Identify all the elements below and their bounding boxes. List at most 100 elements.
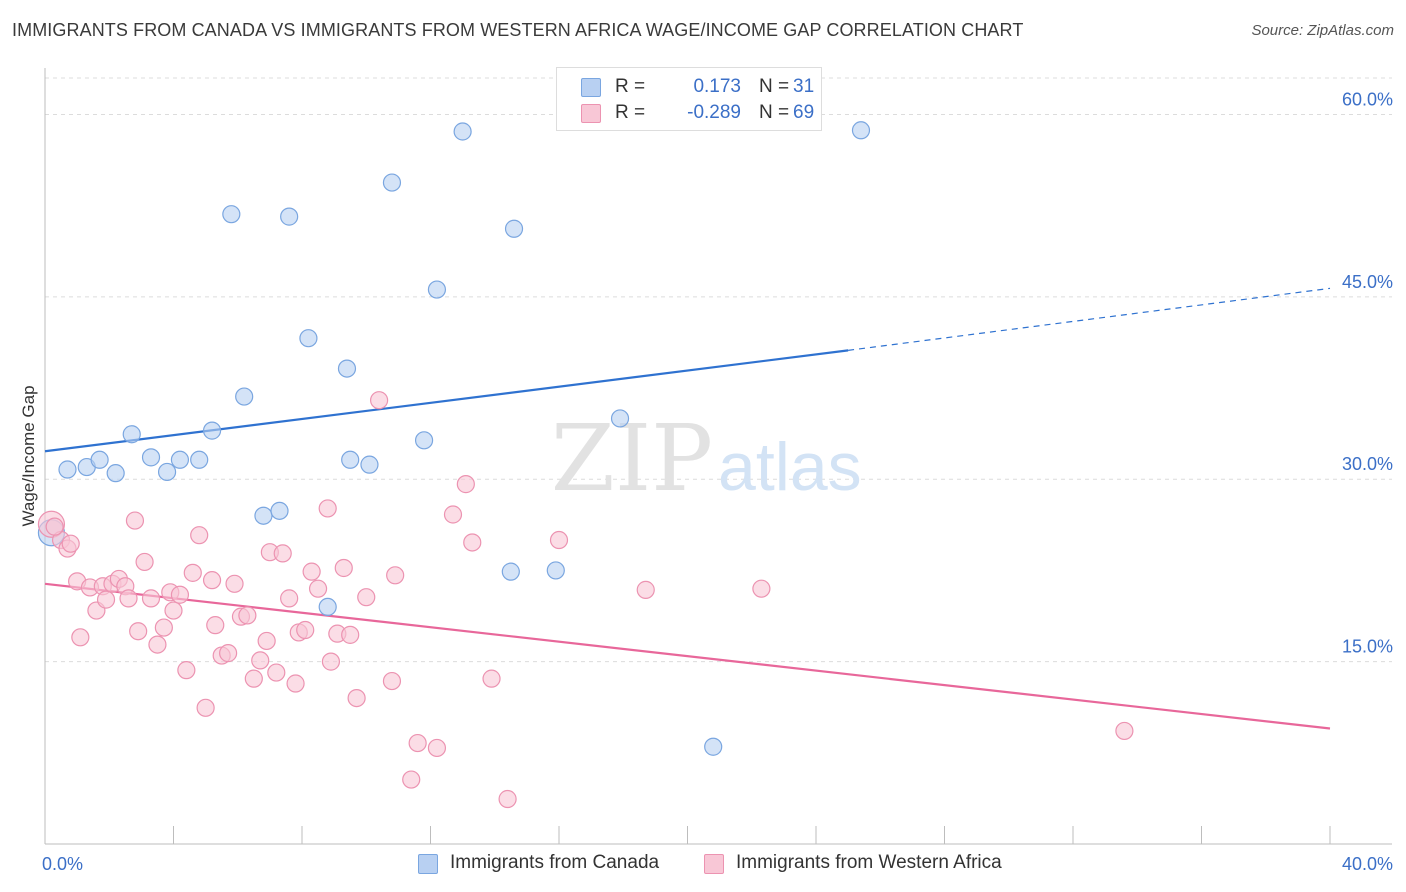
canada-point — [90, 450, 109, 469]
data-points — [37, 121, 1134, 809]
canada-point — [610, 409, 630, 428]
wafrica-point — [427, 738, 447, 758]
source-label: Source: ZipAtlas.com — [1251, 22, 1394, 39]
wafrica-point — [386, 566, 405, 585]
watermark: ZIP atlas — [551, 405, 862, 512]
n-label: N = — [759, 76, 790, 97]
canada-point — [280, 207, 299, 226]
wafrica-point — [273, 544, 292, 563]
wafrica-point — [456, 475, 475, 494]
canada-point — [190, 450, 209, 469]
wafrica-point — [206, 616, 225, 635]
canada-point — [106, 464, 125, 483]
watermark-zip: ZIP — [551, 405, 713, 512]
y-tick-label: 45.0% — [1342, 272, 1393, 292]
wafrica-point — [71, 628, 90, 647]
wafrica-point — [148, 635, 167, 654]
wafrica-point — [498, 789, 517, 809]
canada-point — [141, 448, 161, 467]
wafrica-legend-swatch — [704, 854, 724, 874]
canada-point — [202, 421, 222, 440]
canada-trend-line — [44, 349, 849, 453]
wafrica-point — [125, 511, 145, 530]
canada-r-value: 0.173 — [693, 76, 741, 97]
wafrica-point — [357, 588, 376, 607]
wafrica-point — [170, 585, 190, 604]
canada-point — [222, 205, 241, 224]
wafrica-point — [96, 590, 116, 609]
wafrica-point — [382, 671, 402, 691]
canada-point — [170, 450, 190, 469]
trend-lines — [44, 287, 1331, 730]
wafrica-point — [549, 530, 569, 550]
wafrica-point — [119, 589, 138, 608]
gridlines — [45, 77, 1392, 663]
canada-point — [122, 425, 141, 444]
wafrica-point — [286, 674, 305, 693]
y-tick-label: 30.0% — [1342, 454, 1393, 474]
wafrica-n-value: 69 — [793, 102, 815, 123]
canada-point — [501, 562, 520, 581]
canada-point — [427, 280, 447, 299]
canada-point — [546, 561, 565, 580]
wafrica-point — [219, 644, 238, 663]
wafrica-r-value: -0.289 — [687, 102, 741, 123]
wafrica-point — [225, 574, 244, 593]
wafrica-point — [238, 606, 257, 625]
canada-point — [851, 121, 871, 140]
wafrica-point — [1115, 721, 1134, 741]
wafrica-point — [257, 631, 276, 651]
canada-point — [414, 431, 434, 450]
canada-point — [337, 359, 357, 378]
wafrica-point — [347, 688, 366, 708]
wafrica-point — [408, 733, 427, 753]
wafrica-point — [318, 499, 337, 518]
wafrica-point — [296, 620, 315, 640]
wafrica-point — [321, 652, 341, 671]
r-label: R = — [615, 76, 646, 97]
canada-n-value: 31 — [793, 76, 815, 97]
canada-point — [382, 173, 402, 192]
n-label: N = — [759, 102, 790, 123]
wafrica-point — [202, 571, 222, 590]
watermark-atlas: atlas — [718, 429, 862, 505]
canada-point — [360, 455, 379, 474]
wafrica-point — [308, 579, 328, 598]
canada-point — [58, 460, 77, 479]
wafrica-point — [190, 526, 209, 545]
wafrica-point — [244, 669, 263, 688]
canada-point — [299, 329, 318, 348]
wafrica-point — [752, 579, 771, 598]
canada-point — [704, 737, 723, 756]
wafrica-point — [177, 661, 196, 680]
wafrica-point — [45, 517, 64, 536]
wafrica-point — [267, 663, 286, 682]
canada-trend-extension — [848, 287, 1331, 351]
x-tick-label: 0.0% — [42, 854, 83, 874]
canada-point — [254, 506, 273, 525]
wafrica-trend-line — [44, 582, 1331, 730]
y-tick-label: 60.0% — [1342, 89, 1393, 109]
wafrica-point — [443, 505, 463, 524]
canada-point — [270, 501, 289, 520]
wafrica-point — [370, 391, 389, 410]
y-tick-label: 15.0% — [1342, 637, 1393, 657]
canada-point — [341, 450, 360, 469]
wafrica-point — [135, 552, 154, 572]
canada-swatch — [581, 78, 601, 97]
wafrica-point — [334, 558, 353, 578]
wafrica-point — [302, 562, 321, 581]
wafrica-point — [164, 601, 183, 620]
canada-point — [453, 122, 472, 141]
chart-title: IMMIGRANTS FROM CANADA VS IMMIGRANTS FRO… — [12, 20, 1024, 40]
canada-point — [235, 387, 254, 406]
wafrica-swatch — [581, 104, 601, 123]
wafrica-point — [636, 580, 655, 599]
canada-legend-swatch — [418, 854, 438, 874]
wafrica-point — [141, 589, 161, 608]
wafrica-point — [402, 770, 421, 789]
wafrica-point — [196, 698, 215, 717]
wafrica-point — [183, 563, 202, 582]
wafrica-point — [463, 533, 482, 552]
